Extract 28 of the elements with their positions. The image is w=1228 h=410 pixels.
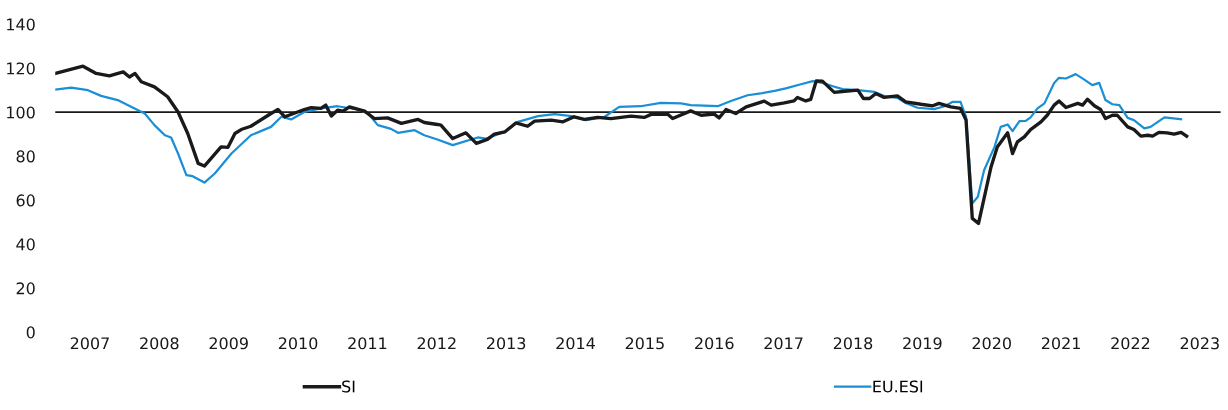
- y-tick-label: 120: [7, 62, 35, 75]
- x-tick-label: 2011: [348, 337, 387, 350]
- x-tick-label: 2008: [140, 337, 179, 350]
- x-tick-label: 2021: [1041, 337, 1080, 350]
- y-tick-label: 140: [7, 18, 35, 31]
- y-tick-label: 20: [16, 282, 35, 295]
- x-tick-label: 2020: [972, 337, 1011, 350]
- line-series: [55, 73, 1183, 205]
- x-tick-label: 2023: [1180, 337, 1219, 350]
- y-tick-label: 60: [16, 194, 35, 207]
- x-tick-label: 2019: [903, 337, 942, 350]
- x-tick-label: 2010: [278, 337, 318, 350]
- x-tick-label: 2017: [764, 337, 803, 350]
- y-tick-label: 0: [26, 326, 35, 339]
- x-tick-label: 2018: [833, 337, 873, 350]
- x-tick-label: 2016: [695, 337, 734, 350]
- y-tick-label: 80: [16, 150, 35, 163]
- x-tick-label: 2022: [1111, 337, 1150, 350]
- x-tick-label: 2012: [417, 337, 456, 350]
- legend-label: SI: [342, 380, 355, 393]
- x-tick-label: 2007: [70, 337, 109, 350]
- x-tick-label: 2013: [486, 337, 526, 350]
- x-tick-label: 2009: [209, 337, 248, 350]
- legend-label: EU.ESI: [873, 380, 923, 393]
- x-tick-label: 2015: [625, 337, 664, 350]
- x-tick-label: 2014: [556, 337, 595, 350]
- y-tick-label: 100: [7, 106, 35, 119]
- y-tick-label: 40: [16, 238, 35, 251]
